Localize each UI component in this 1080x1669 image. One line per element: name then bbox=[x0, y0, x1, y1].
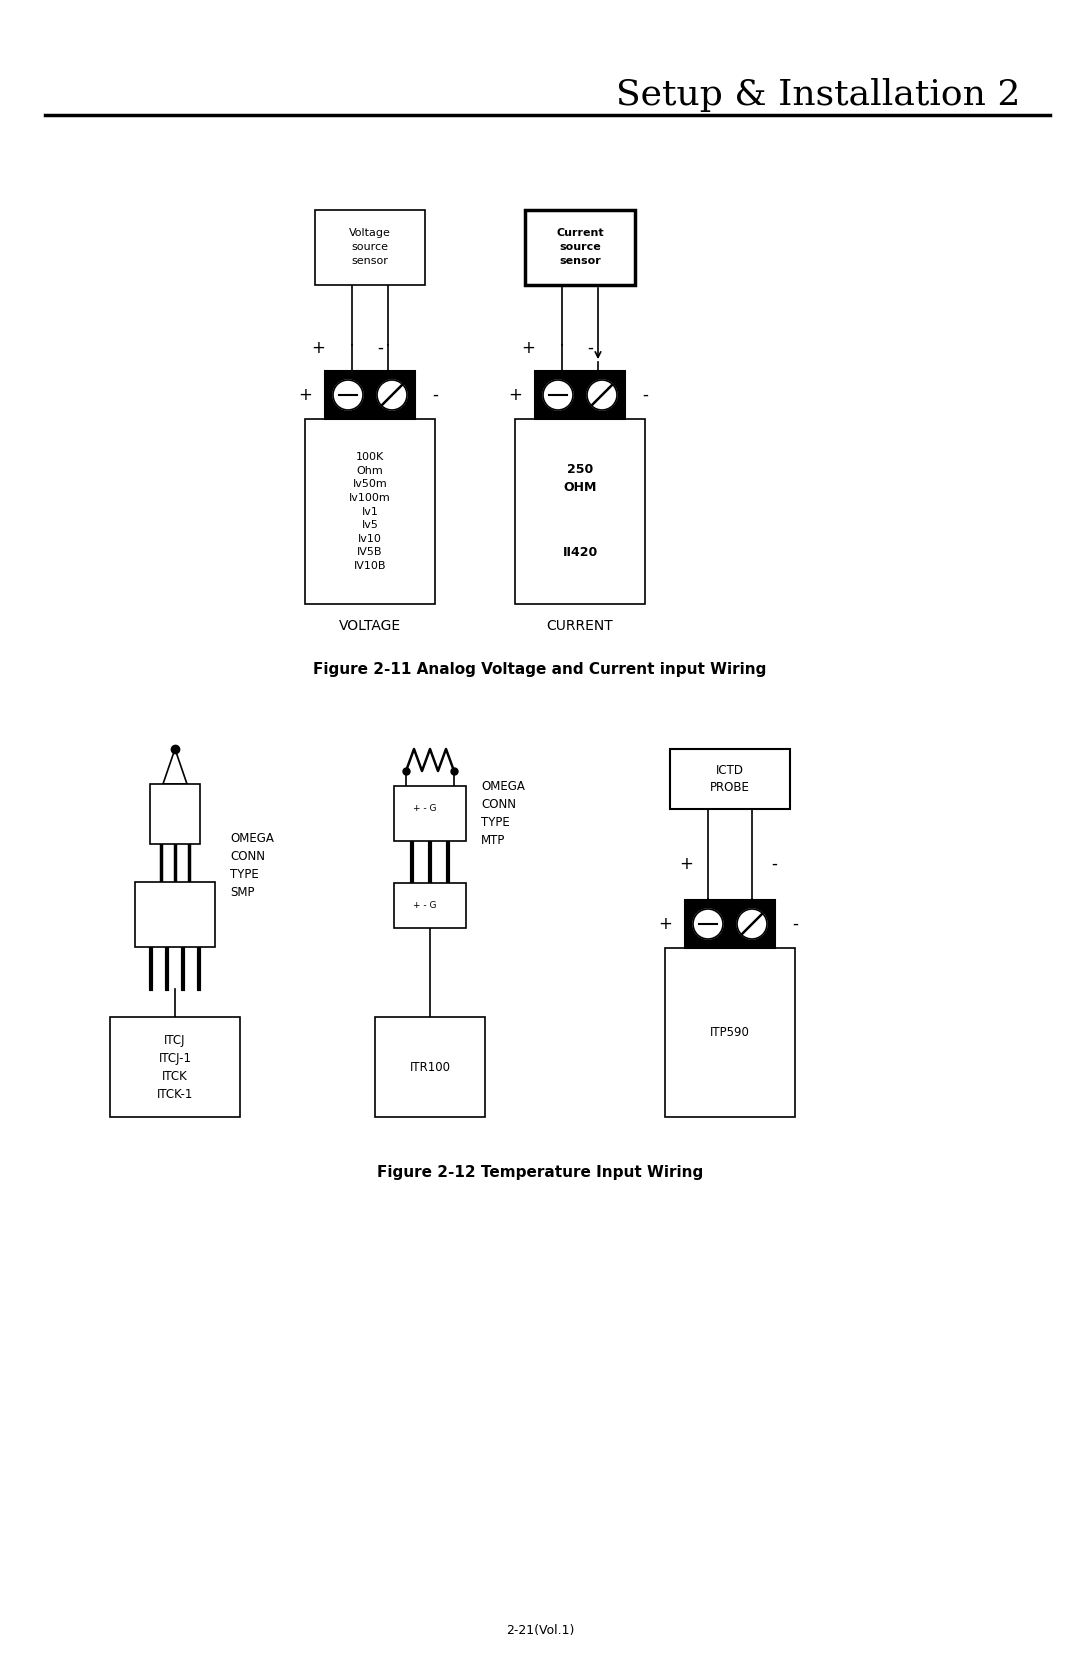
Text: VOLTAGE: VOLTAGE bbox=[339, 619, 401, 633]
Text: Current
source
sensor: Current source sensor bbox=[556, 229, 604, 267]
Circle shape bbox=[543, 381, 573, 411]
Text: ITR100: ITR100 bbox=[409, 1060, 450, 1073]
Bar bbox=[375, 1016, 485, 1117]
Text: -: - bbox=[792, 915, 798, 933]
Text: -: - bbox=[588, 339, 593, 357]
Bar bbox=[305, 419, 435, 604]
Text: OMEGA
CONN
TYPE
MTP: OMEGA CONN TYPE MTP bbox=[481, 779, 525, 846]
Text: +: + bbox=[679, 855, 693, 873]
Bar bbox=[515, 419, 645, 604]
Text: -: - bbox=[432, 386, 437, 404]
Bar bbox=[394, 786, 465, 841]
Text: Setup & Installation 2: Setup & Installation 2 bbox=[616, 78, 1020, 112]
Bar bbox=[315, 210, 426, 285]
Bar bbox=[325, 371, 415, 419]
Bar bbox=[150, 784, 200, 845]
Circle shape bbox=[693, 910, 723, 940]
Text: +: + bbox=[508, 386, 522, 404]
Text: -: - bbox=[771, 855, 777, 873]
Bar bbox=[525, 210, 635, 285]
Text: II420: II420 bbox=[563, 546, 597, 559]
Text: 2-21(Vol.1): 2-21(Vol.1) bbox=[505, 1624, 575, 1637]
Text: +: + bbox=[298, 386, 312, 404]
Text: +: + bbox=[658, 915, 672, 933]
Text: +: + bbox=[521, 339, 535, 357]
Bar bbox=[394, 883, 465, 928]
Circle shape bbox=[737, 910, 767, 940]
Text: +: + bbox=[311, 339, 325, 357]
Text: 250
OHM: 250 OHM bbox=[564, 462, 596, 494]
Text: ICTD
PROBE: ICTD PROBE bbox=[710, 764, 750, 794]
Text: Voltage
source
sensor: Voltage source sensor bbox=[349, 229, 391, 267]
Bar bbox=[670, 749, 789, 809]
Bar bbox=[110, 1016, 240, 1117]
Bar bbox=[665, 948, 795, 1117]
Text: 100K
Ohm
Iv50m
Iv100m
Iv1
Iv5
Iv10
IV5B
IV10B: 100K Ohm Iv50m Iv100m Iv1 Iv5 Iv10 IV5B … bbox=[349, 452, 391, 571]
Text: ITP590: ITP590 bbox=[710, 1026, 750, 1040]
Circle shape bbox=[377, 381, 407, 411]
Bar bbox=[535, 371, 625, 419]
Text: Figure 2-12 Temperature Input Wiring: Figure 2-12 Temperature Input Wiring bbox=[377, 1165, 703, 1180]
Text: -: - bbox=[643, 386, 648, 404]
Text: -: - bbox=[377, 339, 383, 357]
Text: OMEGA
CONN
TYPE
SMP: OMEGA CONN TYPE SMP bbox=[230, 833, 274, 900]
Circle shape bbox=[588, 381, 617, 411]
Circle shape bbox=[333, 381, 363, 411]
Bar bbox=[685, 900, 775, 948]
Text: + - G: + - G bbox=[414, 803, 436, 813]
Text: + - G: + - G bbox=[414, 901, 436, 910]
Text: CURRENT: CURRENT bbox=[546, 619, 613, 633]
Bar bbox=[135, 881, 215, 946]
Text: Figure 2-11 Analog Voltage and Current input Wiring: Figure 2-11 Analog Voltage and Current i… bbox=[313, 661, 767, 676]
Text: ITCJ
ITCJ-1
ITCK
ITCK-1: ITCJ ITCJ-1 ITCK ITCK-1 bbox=[157, 1033, 193, 1100]
